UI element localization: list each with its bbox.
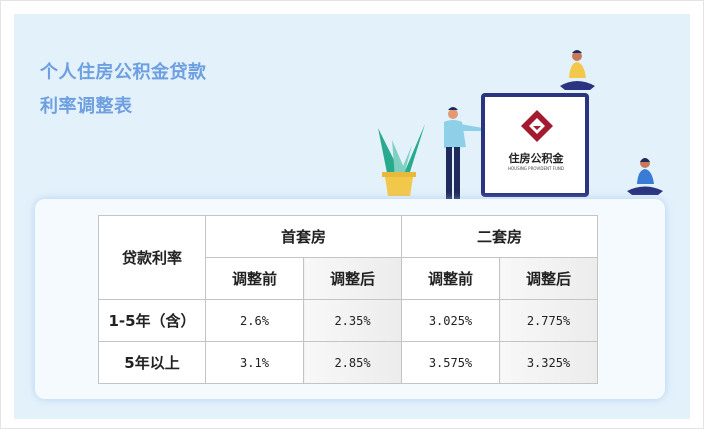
group-header-first-home: 首套房 (205, 215, 402, 258)
subheader-after: 调整后 (303, 257, 402, 300)
rate-cell: 3.1% (205, 341, 304, 384)
rate-cell: 2.85% (303, 341, 402, 384)
subheader-before: 调整前 (401, 257, 500, 300)
table-corner-header: 贷款利率 (98, 215, 206, 300)
table-row: 5年以上 3.1% 2.85% 3.575% 3.325% (98, 341, 598, 384)
rate-cell: 2.35% (303, 299, 402, 342)
group-header-second-home: 二套房 (401, 215, 598, 258)
logo-text-cn: 住房公积金 (509, 151, 565, 165)
plant-icon (378, 124, 425, 196)
logo-text-en: HOUSING PROVIDENT FUND (508, 166, 564, 171)
sitting-person-top-icon (560, 50, 595, 90)
standing-person-icon (444, 107, 483, 199)
rate-table: 贷款利率 首套房 二套房 调整前 调整后 调整前 调整后 1-5年（含） 2.6… (98, 215, 598, 384)
rate-cell: 3.575% (401, 341, 500, 384)
row-label: 1-5年（含） (98, 299, 206, 342)
rate-cell: 2.6% (205, 299, 304, 342)
table-row: 1-5年（含） 2.6% 2.35% 3.025% 2.775% (98, 299, 598, 342)
page-subtitle: 利率调整表 (40, 96, 133, 117)
sitting-person-right-icon (627, 158, 663, 195)
subheader-before: 调整前 (205, 257, 304, 300)
row-label: 5年以上 (98, 341, 206, 384)
rate-cell: 3.325% (499, 341, 598, 384)
page-title: 个人住房公积金贷款 (40, 62, 207, 83)
subheader-after: 调整后 (499, 257, 598, 300)
board (481, 93, 589, 197)
housing-fund-logo-icon (521, 110, 553, 142)
rate-cell: 2.775% (499, 299, 598, 342)
rate-cell: 3.025% (401, 299, 500, 342)
